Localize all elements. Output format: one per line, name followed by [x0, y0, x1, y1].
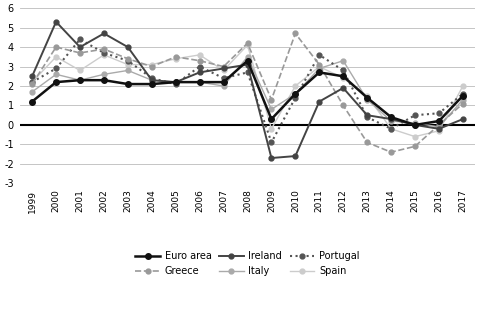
- Legend: Euro area, Greece, Ireland, Italy, Portugal, Spain: Euro area, Greece, Ireland, Italy, Portu…: [132, 248, 364, 280]
